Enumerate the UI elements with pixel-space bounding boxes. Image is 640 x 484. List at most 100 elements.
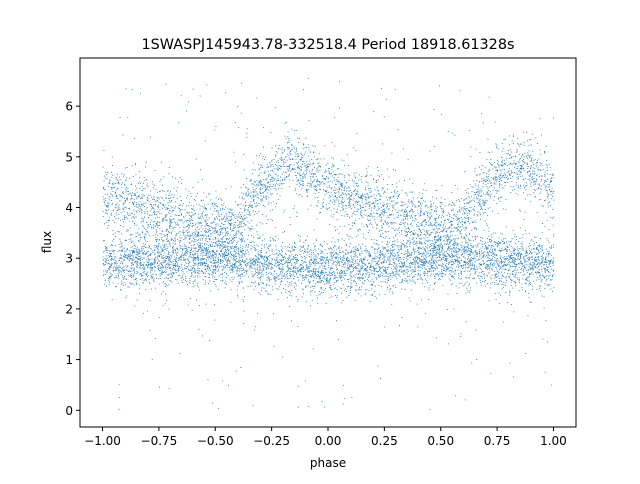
data-point — [154, 254, 156, 256]
data-point — [472, 267, 474, 269]
data-point — [375, 264, 377, 266]
data-point — [373, 260, 375, 262]
data-point — [396, 258, 397, 260]
data-point — [376, 297, 377, 299]
data-point — [498, 237, 500, 239]
data-point — [253, 247, 255, 249]
data-point — [233, 255, 235, 256]
data-point — [279, 268, 281, 270]
data-point — [227, 246, 229, 247]
data-point — [218, 257, 219, 259]
data-point — [329, 288, 331, 290]
data-point — [185, 268, 187, 270]
data-point — [529, 253, 530, 254]
data-point — [179, 274, 181, 276]
data-point — [321, 251, 323, 252]
data-point — [354, 274, 356, 276]
data-point — [120, 254, 122, 256]
data-point — [523, 266, 525, 268]
data-point — [380, 271, 382, 272]
data-point — [547, 278, 549, 279]
data-point — [539, 275, 541, 277]
data-point — [149, 267, 151, 269]
data-point — [208, 251, 210, 253]
data-point — [530, 268, 531, 270]
data-point — [401, 246, 402, 248]
data-point — [362, 282, 364, 284]
data-point — [440, 240, 441, 242]
data-point — [379, 266, 381, 268]
data-point — [237, 294, 238, 296]
data-point — [304, 251, 306, 252]
data-point — [498, 275, 500, 277]
data-point — [374, 248, 376, 250]
data-point — [231, 255, 233, 256]
data-point — [207, 252, 209, 254]
data-point — [383, 270, 385, 272]
data-point — [492, 262, 494, 264]
data-point — [476, 254, 478, 256]
data-point — [207, 269, 209, 271]
data-point — [300, 264, 302, 266]
data-point — [240, 244, 242, 246]
data-point — [456, 250, 457, 252]
data-point — [293, 256, 295, 258]
data-point — [147, 255, 149, 257]
data-point — [263, 265, 265, 267]
data-point — [198, 289, 200, 291]
data-point — [235, 248, 237, 250]
data-point — [186, 247, 188, 249]
data-point — [306, 265, 308, 266]
data-point — [383, 262, 384, 263]
data-point — [170, 261, 172, 263]
data-point — [273, 240, 275, 242]
data-point — [369, 262, 370, 264]
data-point — [249, 242, 251, 243]
data-point — [205, 269, 207, 270]
data-point — [164, 283, 166, 284]
data-point — [252, 259, 253, 260]
data-point — [238, 253, 240, 255]
data-point — [241, 281, 243, 283]
data-point — [383, 256, 385, 258]
data-point — [536, 248, 537, 249]
data-point — [250, 264, 252, 266]
data-point — [434, 283, 435, 285]
data-point — [356, 273, 358, 275]
data-point — [501, 288, 503, 290]
data-point — [242, 245, 244, 247]
data-point — [475, 252, 477, 254]
data-point — [182, 276, 184, 278]
data-point — [470, 258, 472, 260]
data-point — [450, 279, 451, 281]
data-point — [526, 258, 528, 259]
data-point — [220, 259, 221, 260]
data-point — [183, 258, 185, 260]
data-point — [474, 273, 476, 275]
data-point — [196, 253, 198, 255]
data-point — [382, 248, 384, 250]
data-point — [434, 273, 436, 275]
data-point — [384, 246, 386, 248]
data-point — [334, 260, 336, 262]
data-point — [255, 262, 256, 264]
data-point — [337, 239, 339, 240]
data-point — [518, 277, 520, 279]
data-point — [538, 272, 540, 274]
data-point — [465, 267, 467, 269]
data-point — [371, 261, 373, 263]
data-point — [490, 283, 492, 285]
data-point — [226, 264, 227, 266]
data-point — [482, 260, 484, 261]
data-point — [175, 252, 177, 253]
data-point — [281, 268, 282, 270]
data-point — [419, 243, 420, 245]
data-point — [197, 255, 199, 257]
data-point — [124, 257, 126, 258]
data-point — [409, 267, 411, 268]
data-point — [213, 258, 215, 260]
data-point — [234, 254, 236, 256]
data-point — [282, 256, 284, 258]
data-point — [254, 250, 256, 251]
data-point — [118, 231, 120, 233]
